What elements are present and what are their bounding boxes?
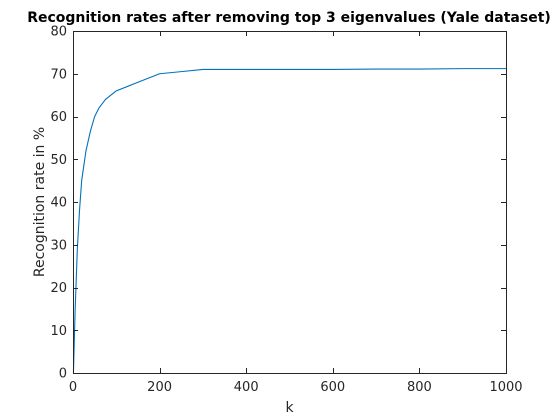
y-tick-label: 0 — [59, 367, 67, 382]
x-tick-label: 0 — [69, 380, 77, 395]
axes-box — [73, 31, 507, 374]
y-tick-label: 40 — [50, 196, 67, 211]
plot-area — [73, 31, 506, 373]
y-tick-label: 60 — [50, 110, 67, 125]
tick-labels: 0 200 400 600 800 1000 0 10 20 30 40 50 60 70 80 — [50, 25, 522, 396]
y-tick-label: 10 — [50, 324, 67, 339]
series-line — [72, 68, 506, 374]
y-tick-label: 50 — [50, 153, 67, 168]
x-tick-label: 200 — [147, 380, 172, 395]
y-tick-label: 80 — [50, 25, 67, 40]
y-tick-label: 70 — [50, 67, 67, 82]
series-layer — [72, 68, 506, 374]
y-tick-label: 20 — [50, 281, 67, 296]
y-axis-label: Recognition rate in % — [32, 127, 48, 277]
x-tick-label: 1000 — [489, 380, 522, 395]
y-tick-label: 30 — [50, 238, 67, 253]
x-axis-label: k — [285, 400, 294, 416]
x-tick-label: 800 — [407, 380, 432, 395]
chart-title: Recognition rates after removing top 3 e… — [27, 10, 551, 26]
x-tick-label: 600 — [320, 380, 345, 395]
x-tick-label: 400 — [234, 380, 259, 395]
